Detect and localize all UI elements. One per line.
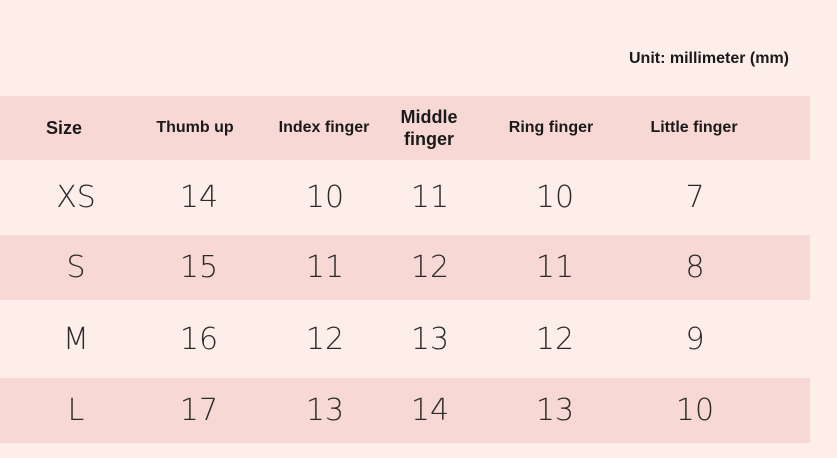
- cell-ring: 13: [535, 393, 575, 428]
- unit-label: Unit: millimeter (mm): [628, 50, 789, 67]
- header-little: Little finger: [650, 119, 738, 136]
- cell-little: 10: [675, 393, 715, 428]
- table-row: M 16 12 13 12 9: [0, 300, 810, 378]
- cell-size: M: [63, 321, 89, 357]
- header-thumb: Thumb up: [156, 119, 234, 136]
- cell-index: 12: [305, 321, 345, 357]
- cell-thumb: 14: [179, 180, 219, 215]
- cell-thumb: 17: [179, 393, 219, 428]
- cell-ring: 10: [535, 180, 575, 215]
- cell-little: 8: [685, 250, 705, 285]
- cell-middle: 12: [410, 250, 450, 285]
- cell-ring: 12: [535, 321, 575, 357]
- cell-middle: 11: [410, 180, 450, 215]
- cell-index: 13: [305, 393, 345, 428]
- cell-thumb: 16: [179, 321, 219, 357]
- header-size: Size: [45, 118, 83, 138]
- table-row: S 15 11 12 11 8: [0, 235, 810, 300]
- cell-index: 11: [305, 250, 345, 285]
- cell-middle: 13: [410, 321, 450, 357]
- header-row: Size Thumb up Index finger Middle finger…: [0, 96, 810, 160]
- cell-middle: 14: [410, 393, 450, 428]
- cell-index: 10: [305, 180, 345, 215]
- header-ring: Ring finger: [508, 119, 594, 136]
- cell-little: 7: [685, 180, 705, 215]
- cell-size: L: [67, 393, 85, 428]
- cell-size: XS: [56, 180, 96, 215]
- table-row: L 17 13 14 13 10: [0, 378, 810, 443]
- cell-little: 9: [685, 321, 705, 357]
- cell-thumb: 15: [179, 250, 219, 285]
- cell-ring: 11: [535, 250, 575, 285]
- cell-size: S: [66, 250, 86, 285]
- header-index: Index finger: [278, 119, 370, 136]
- table-row: XS 14 10 11 10 7: [0, 160, 810, 235]
- header-middle: Middle finger: [400, 107, 458, 149]
